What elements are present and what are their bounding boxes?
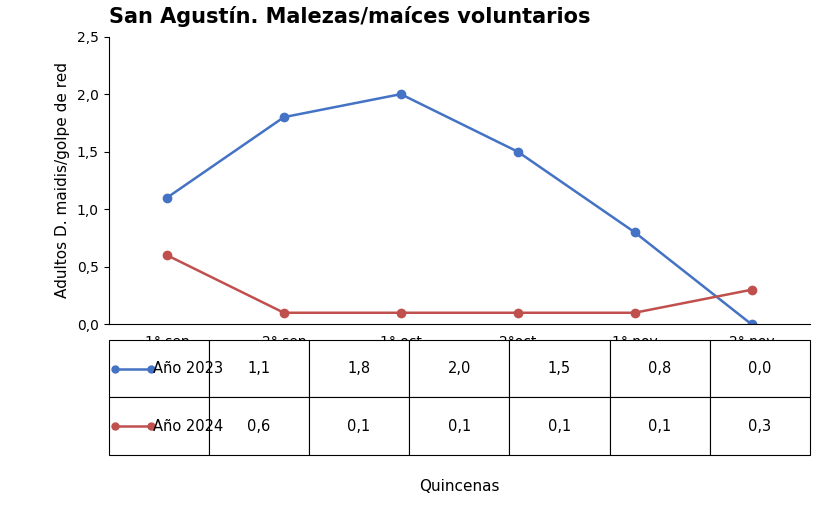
Text: 0,1: 0,1 [548, 419, 571, 434]
Y-axis label: Adultos D. maidis/golpe de red: Adultos D. maidis/golpe de red [55, 62, 70, 299]
Text: Año 2024: Año 2024 [153, 419, 223, 434]
Line: Año 2024: Año 2024 [163, 251, 756, 317]
Año 2023 [279, 114, 289, 120]
Año 2024 [513, 310, 523, 316]
Text: 1,1: 1,1 [247, 361, 271, 376]
Año 2024 [396, 310, 406, 316]
Text: 0,6: 0,6 [247, 419, 271, 434]
Text: 0,3: 0,3 [748, 419, 772, 434]
Text: 0,0: 0,0 [748, 361, 772, 376]
Text: 1,5: 1,5 [548, 361, 571, 376]
Año 2024 [630, 310, 640, 316]
Text: 1,8: 1,8 [347, 361, 371, 376]
Text: 2,0: 2,0 [448, 361, 471, 376]
Año 2024 [279, 310, 289, 316]
Text: San Agustín. Malezas/maíces voluntarios: San Agustín. Malezas/maíces voluntarios [109, 6, 590, 27]
Año 2024 [746, 287, 757, 293]
Año 2023 [162, 195, 172, 201]
Text: 0,1: 0,1 [347, 419, 371, 434]
Año 2023 [630, 229, 640, 235]
Text: 0,8: 0,8 [648, 361, 671, 376]
Text: 0,1: 0,1 [648, 419, 671, 434]
Text: 0,1: 0,1 [448, 419, 471, 434]
Año 2023 [513, 149, 523, 155]
Text: Quincenas: Quincenas [419, 479, 499, 494]
Line: Año 2023: Año 2023 [163, 90, 756, 328]
Año 2023 [396, 91, 406, 97]
Text: Año 2023: Año 2023 [153, 361, 223, 376]
Año 2023 [746, 321, 757, 327]
Año 2024 [162, 252, 172, 258]
